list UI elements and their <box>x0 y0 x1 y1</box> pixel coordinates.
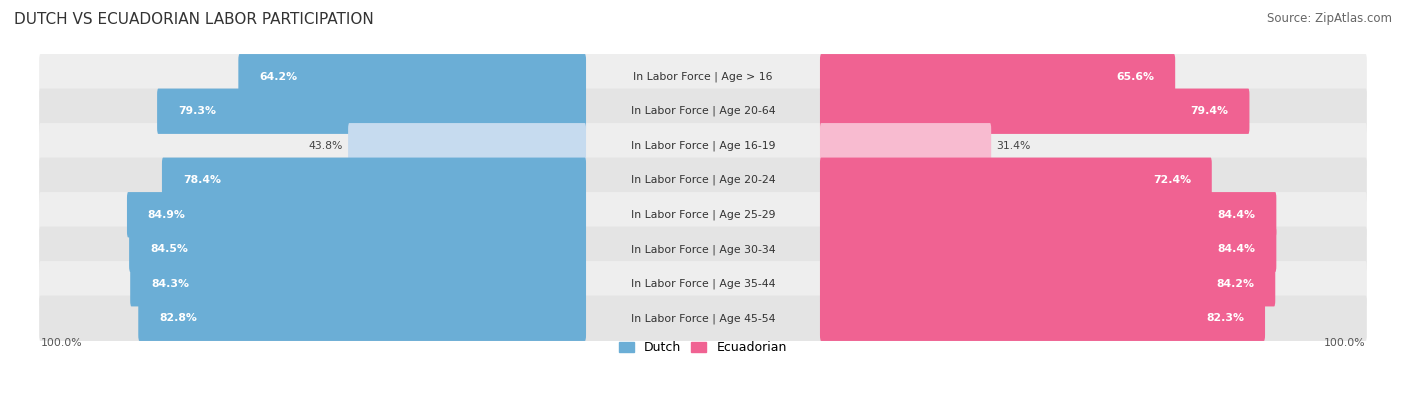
Text: 78.4%: 78.4% <box>183 175 221 185</box>
Text: 100.0%: 100.0% <box>1324 338 1365 348</box>
Text: 84.4%: 84.4% <box>1218 210 1256 220</box>
FancyBboxPatch shape <box>39 88 1367 134</box>
FancyBboxPatch shape <box>820 295 1265 341</box>
Text: 65.6%: 65.6% <box>1116 72 1154 82</box>
FancyBboxPatch shape <box>129 227 586 272</box>
FancyBboxPatch shape <box>349 123 586 168</box>
FancyBboxPatch shape <box>820 261 1275 307</box>
Text: In Labor Force | Age 20-24: In Labor Force | Age 20-24 <box>631 175 775 186</box>
Text: 72.4%: 72.4% <box>1153 175 1191 185</box>
FancyBboxPatch shape <box>820 88 1250 134</box>
Text: In Labor Force | Age 20-64: In Labor Force | Age 20-64 <box>631 106 775 117</box>
Text: Source: ZipAtlas.com: Source: ZipAtlas.com <box>1267 12 1392 25</box>
FancyBboxPatch shape <box>157 88 586 134</box>
Text: 31.4%: 31.4% <box>997 141 1031 151</box>
Text: In Labor Force | Age 35-44: In Labor Force | Age 35-44 <box>631 278 775 289</box>
FancyBboxPatch shape <box>820 123 991 168</box>
FancyBboxPatch shape <box>162 158 586 203</box>
Text: In Labor Force | Age > 16: In Labor Force | Age > 16 <box>633 71 773 82</box>
Text: 82.8%: 82.8% <box>159 313 197 323</box>
FancyBboxPatch shape <box>39 123 1367 168</box>
FancyBboxPatch shape <box>127 192 586 237</box>
FancyBboxPatch shape <box>820 192 1277 237</box>
Text: In Labor Force | Age 45-54: In Labor Force | Age 45-54 <box>631 313 775 324</box>
FancyBboxPatch shape <box>39 192 1367 237</box>
Text: 82.3%: 82.3% <box>1206 313 1244 323</box>
FancyBboxPatch shape <box>820 54 1175 100</box>
FancyBboxPatch shape <box>131 261 586 307</box>
Text: 84.2%: 84.2% <box>1216 279 1254 289</box>
Text: 84.9%: 84.9% <box>148 210 186 220</box>
Legend: Dutch, Ecuadorian: Dutch, Ecuadorian <box>614 337 792 359</box>
FancyBboxPatch shape <box>39 295 1367 341</box>
Text: In Labor Force | Age 25-29: In Labor Force | Age 25-29 <box>631 209 775 220</box>
FancyBboxPatch shape <box>39 158 1367 203</box>
Text: 84.3%: 84.3% <box>150 279 188 289</box>
Text: In Labor Force | Age 16-19: In Labor Force | Age 16-19 <box>631 141 775 151</box>
Text: 84.5%: 84.5% <box>150 244 188 254</box>
FancyBboxPatch shape <box>820 227 1277 272</box>
FancyBboxPatch shape <box>239 54 586 100</box>
Text: 100.0%: 100.0% <box>41 338 82 348</box>
Text: 43.8%: 43.8% <box>308 141 343 151</box>
Text: 84.4%: 84.4% <box>1218 244 1256 254</box>
FancyBboxPatch shape <box>39 54 1367 100</box>
FancyBboxPatch shape <box>39 261 1367 307</box>
FancyBboxPatch shape <box>138 295 586 341</box>
Text: In Labor Force | Age 30-34: In Labor Force | Age 30-34 <box>631 244 775 254</box>
FancyBboxPatch shape <box>820 158 1212 203</box>
Text: 79.3%: 79.3% <box>179 106 217 116</box>
Text: 64.2%: 64.2% <box>259 72 297 82</box>
FancyBboxPatch shape <box>39 227 1367 272</box>
Text: 79.4%: 79.4% <box>1191 106 1229 116</box>
Text: DUTCH VS ECUADORIAN LABOR PARTICIPATION: DUTCH VS ECUADORIAN LABOR PARTICIPATION <box>14 12 374 27</box>
